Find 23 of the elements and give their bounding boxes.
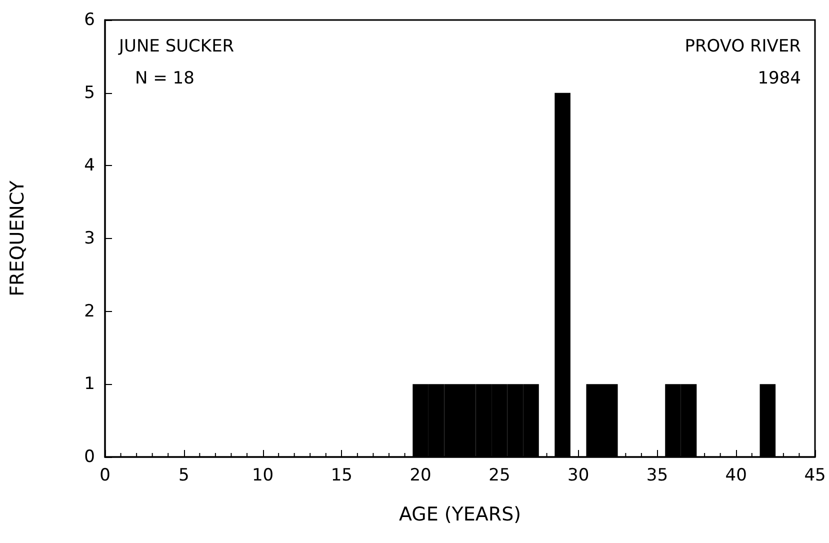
y-tick-label: 3: [84, 228, 95, 248]
y-tick-label: 0: [84, 447, 95, 467]
y-axis-title: FREQUENCY: [6, 180, 28, 296]
x-tick-label: 5: [178, 466, 190, 486]
x-tick-label: 0: [100, 466, 110, 486]
y-tick-label: 5: [84, 82, 95, 103]
x-tick-label: 30: [568, 466, 590, 486]
y-tick-label: 1: [84, 374, 95, 394]
x-axis-title: AGE (YEARS): [398, 504, 522, 526]
x-tick-label: 40: [725, 466, 747, 486]
x-tick-label: 35: [646, 466, 668, 486]
y-tick-label: 6: [84, 10, 95, 30]
annotation: N = 18: [135, 68, 194, 88]
annotation: 1984: [758, 68, 801, 88]
x-tick-label: 45: [804, 466, 826, 486]
y-tick-label: 4: [84, 156, 95, 176]
annotation: PROVO RIVER: [684, 36, 802, 56]
y-tick-label: 2: [84, 301, 95, 322]
x-tick-label: 15: [330, 466, 352, 486]
x-tick-label: 25: [488, 466, 510, 486]
x-tick-label: 20: [410, 466, 432, 486]
x-tick-label: 10: [252, 466, 274, 486]
annotation: JUNE SUCKER: [118, 36, 234, 56]
